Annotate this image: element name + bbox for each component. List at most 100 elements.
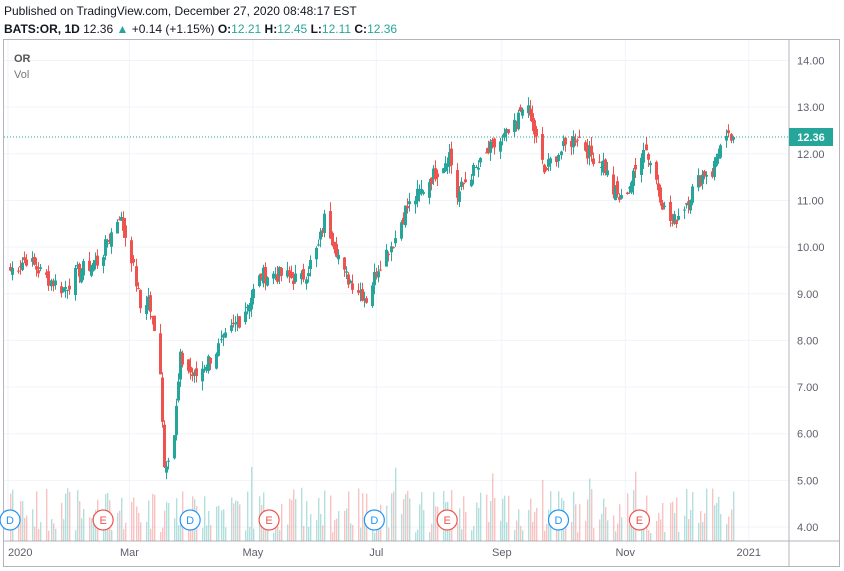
volume-bar [316, 519, 318, 541]
volume-bar [518, 509, 520, 541]
candle-body [347, 274, 350, 285]
candle-body [17, 270, 20, 272]
volume-bar [322, 525, 324, 541]
candle-body [159, 333, 162, 375]
candle-body [464, 179, 467, 183]
volume-bar [279, 529, 281, 541]
volume-bar [676, 497, 678, 541]
earnings-marker[interactable]: E [436, 509, 458, 531]
volume-bar [346, 508, 348, 541]
candle-body [222, 334, 225, 338]
earnings-marker[interactable]: E [628, 509, 651, 531]
volume-bar [273, 532, 275, 541]
volume-bar [376, 526, 378, 541]
candle-body [730, 134, 733, 141]
volume-bar [542, 479, 544, 541]
volume-bar [688, 519, 690, 541]
candle-body [167, 460, 170, 462]
volume-bar [686, 489, 688, 541]
candle-body [477, 167, 480, 170]
volume-bar [388, 527, 390, 541]
candle-body [104, 239, 107, 256]
candle-body [39, 267, 42, 269]
candle-body [96, 255, 99, 266]
volume-bar [178, 525, 180, 541]
volume-bar [473, 526, 475, 541]
candle-body [727, 130, 730, 134]
candle-body [485, 152, 488, 154]
candle-body [602, 160, 605, 173]
candle-body [45, 272, 48, 275]
dividend-marker[interactable]: D [0, 509, 21, 531]
event-label: D [555, 515, 563, 527]
event-label: E [99, 515, 106, 527]
candle-body [116, 221, 119, 234]
candle-body [165, 466, 168, 473]
candles [9, 97, 735, 480]
volume-bar [374, 532, 376, 541]
volume-bar [225, 527, 227, 541]
volume-bar [164, 510, 166, 541]
y-tick-label: 4.00 [797, 522, 818, 534]
earnings-marker[interactable]: E [92, 509, 114, 531]
candle-body [555, 156, 558, 163]
candle-body [713, 160, 716, 177]
volume-bar [415, 532, 417, 541]
candle-body [266, 277, 269, 286]
volume-bar [528, 509, 530, 541]
earnings-marker[interactable]: E [258, 509, 280, 531]
x-tick-label: May [242, 547, 263, 559]
candle-body [647, 154, 650, 160]
y-tick-label: 13.00 [797, 102, 825, 114]
candle-body [618, 197, 621, 200]
candle-body [252, 288, 255, 299]
dividend-marker[interactable]: D [363, 509, 385, 531]
candle-body [691, 186, 694, 203]
volume-bar [103, 521, 105, 541]
candle-body [535, 129, 538, 137]
volume-bar [731, 509, 733, 541]
candle-body [420, 188, 423, 194]
candle-body [135, 266, 138, 287]
candle-body [408, 201, 411, 205]
candle-body [673, 214, 676, 224]
candle-body [151, 315, 154, 318]
volume-bar [202, 527, 204, 541]
volume-bar [216, 506, 218, 541]
volume-bar [476, 502, 478, 541]
candle-body [379, 269, 382, 271]
volume-bar [692, 492, 694, 541]
volume-bar [123, 529, 125, 541]
volume-bar [166, 501, 168, 541]
volume-bar [621, 517, 623, 541]
candle-body [94, 260, 97, 266]
volume-bar [221, 510, 223, 541]
candle-body [557, 155, 560, 162]
volume-bar [514, 529, 516, 541]
volume-bar [674, 513, 676, 541]
candle-body [331, 232, 334, 246]
candle-body [215, 353, 218, 369]
volume-bar [534, 511, 536, 541]
candle-body [669, 201, 672, 221]
candle-body [47, 271, 50, 286]
dividend-marker[interactable]: D [179, 509, 201, 531]
candle-body [574, 141, 577, 143]
candle-body [31, 258, 34, 262]
volume-bar [318, 497, 320, 541]
candle-body [402, 217, 405, 224]
volume-bar [599, 519, 601, 541]
candle-body [62, 288, 65, 292]
volume-bar [698, 522, 700, 541]
volume-bar [678, 532, 680, 541]
candle-body [428, 182, 431, 198]
candle-body [278, 267, 281, 277]
volume-bar [295, 499, 297, 541]
dividend-marker[interactable]: D [547, 509, 570, 531]
candle-body [549, 158, 552, 164]
volume-bar [136, 506, 138, 541]
low-value: 12.11 [321, 22, 352, 36]
volume-bar [714, 505, 716, 541]
volume-bar [488, 522, 490, 541]
